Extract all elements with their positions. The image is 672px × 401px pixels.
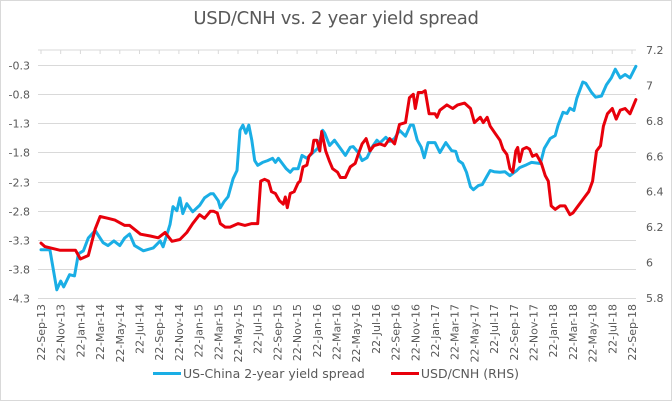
y-right-tick-label: 5.8 xyxy=(646,292,664,305)
x-tick-label: 22-May-18 xyxy=(587,304,600,362)
x-tick-label: 22-Nov-13 xyxy=(55,304,68,361)
x-tick-label: 22-Sep-14 xyxy=(153,304,166,361)
x-axis: 22-Sep-13 22-Nov-13 22-Jan-14 22-Mar-14 22-M… xyxy=(35,50,639,362)
x-tick-label: 22-Mar-17 xyxy=(449,304,462,360)
x-tick-label: 22-Nov-15 xyxy=(291,304,304,361)
series-lines xyxy=(39,64,638,292)
x-tick-label: 22-May-15 xyxy=(232,304,245,362)
legend-item-usdcnh: USD/CNH (RHS) xyxy=(390,366,520,381)
y-right-tick-label: 6.8 xyxy=(646,115,664,128)
y-right-tick-label: 6.6 xyxy=(646,150,664,163)
y-axis-left: -0.3 -0.8 -1.3 -1.8 -2.3 -2.8 -3.3 -3.8 -4.3 xyxy=(9,60,30,306)
y-right-tick-label: 6.2 xyxy=(646,221,664,234)
x-tick-label: 22-Jan-16 xyxy=(311,304,324,358)
x-tick-label: 22-Mar-14 xyxy=(94,304,107,360)
x-tick-label: 22-Sep-16 xyxy=(390,304,403,361)
y-left-tick-label: -0.8 xyxy=(9,89,30,102)
legend-swatch-spread xyxy=(152,372,181,375)
x-tick-label: 22-Jan-15 xyxy=(193,304,206,358)
legend-swatch-usdcnh xyxy=(390,372,419,375)
y-left-tick-label: -4.3 xyxy=(9,293,30,306)
gridlines xyxy=(38,49,636,299)
x-tick-label: 22-Jan-18 xyxy=(547,304,560,358)
y-right-tick-label: 6.4 xyxy=(646,186,664,199)
y-left-tick-label: -1.8 xyxy=(9,147,30,160)
y-axis-right: 7.2 7 6.8 6.6 6.4 6.2 6 5.8 xyxy=(646,44,664,305)
y-right-tick-label: 6 xyxy=(646,257,653,270)
x-tick-label: 22-Jan-17 xyxy=(429,304,442,358)
chart-title: USD/CNH vs. 2 year yield spread xyxy=(193,8,479,29)
x-tick-label: 22-Jul-17 xyxy=(488,304,501,354)
y-left-tick-label: -0.3 xyxy=(9,60,30,73)
y-left-tick-label: -2.8 xyxy=(9,206,30,219)
x-tick-label: 22-Mar-18 xyxy=(567,304,580,360)
x-tick-label: 22-Jul-15 xyxy=(252,304,265,354)
x-tick-label: 22-Mar-15 xyxy=(212,304,225,360)
x-tick-label: 22-Jul-18 xyxy=(606,304,619,354)
x-tick-label: 22-May-17 xyxy=(468,304,481,362)
x-tick-label: 22-Mar-16 xyxy=(331,304,344,360)
x-tick-label: 22-Sep-13 xyxy=(35,304,48,361)
x-tick-label: 22-Sep-17 xyxy=(508,304,521,361)
x-tick-label: 22-Jan-14 xyxy=(74,304,87,358)
x-tick-label: 22-Nov-17 xyxy=(528,304,541,361)
x-tick-label: 22-May-14 xyxy=(114,304,127,362)
legend-label-spread: US-China 2-year yield spread xyxy=(182,366,365,381)
legend-item-spread: US-China 2-year yield spread xyxy=(152,366,365,381)
y-left-tick-label: -3.8 xyxy=(9,264,30,277)
x-tick-label: 22-May-16 xyxy=(350,304,363,362)
y-left-tick-label: -3.3 xyxy=(9,235,30,248)
series-line-usdcnh xyxy=(39,89,638,261)
legend: US-China 2-year yield spread USD/CNH (RH… xyxy=(0,366,672,381)
y-right-tick-label: 7.2 xyxy=(646,44,664,57)
y-right-tick-label: 7 xyxy=(646,79,653,92)
legend-label-usdcnh: USD/CNH (RHS) xyxy=(420,366,520,381)
y-left-tick-label: -2.3 xyxy=(9,177,30,190)
series-line-yield-spread xyxy=(39,64,638,292)
x-tick-label: 22-Sep-18 xyxy=(626,304,639,361)
x-tick-label: 22-Jul-16 xyxy=(370,304,383,354)
x-tick-label: 22-Nov-16 xyxy=(409,304,422,361)
y-left-tick-label: -1.3 xyxy=(9,118,30,131)
x-tick-label: 22-Nov-14 xyxy=(173,304,186,361)
x-tick-label: 22-Jul-14 xyxy=(134,304,147,354)
x-tick-label: 22-Sep-15 xyxy=(271,304,284,361)
